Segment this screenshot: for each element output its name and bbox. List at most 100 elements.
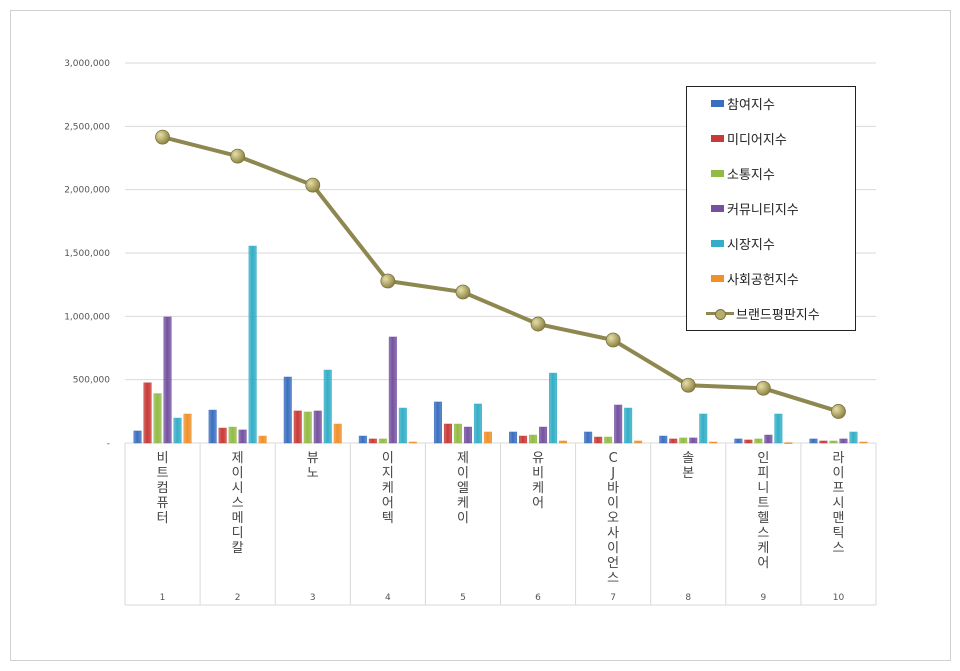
legend-item: 사회공헌지수 (711, 268, 799, 288)
category-char: 제 (232, 451, 244, 466)
legend-swatch (706, 308, 734, 320)
rank-label: 5 (460, 593, 466, 603)
legend-swatch (711, 204, 724, 212)
bar-시장지수 (624, 407, 633, 444)
category-char: 솔 (682, 451, 694, 466)
bar-미디어지수 (669, 438, 678, 444)
bar-사회공헌지수 (634, 440, 643, 444)
bar-시장지수 (473, 403, 482, 444)
y-tick-label: 2,500,000 (64, 122, 110, 132)
bar-사회공헌지수 (859, 441, 868, 444)
bar-커뮤니티지수 (163, 316, 172, 444)
line-point (755, 380, 771, 396)
bar-참여지수 (208, 409, 217, 444)
bar-커뮤니티지수 (313, 410, 322, 444)
rank-label: 8 (685, 593, 691, 603)
legend-label: 참여지수 (727, 97, 775, 113)
bar-소통지수 (754, 438, 763, 444)
bar-소통지수 (829, 440, 838, 444)
category-char: 이 (232, 466, 244, 481)
legend-swatch (711, 134, 724, 142)
category-char: 라 (832, 451, 844, 466)
category-char: 본 (682, 466, 694, 481)
category-char: 터 (157, 511, 169, 526)
legend-item: 소통지수 (711, 163, 775, 183)
bar-소통지수 (679, 437, 688, 444)
category-char: 비 (532, 466, 544, 481)
legend-label: 브랜드평판지수 (736, 307, 820, 323)
category-char: 스 (232, 496, 244, 511)
line-point (380, 273, 396, 289)
category-char: 스 (832, 541, 844, 556)
rank-label: 6 (535, 593, 541, 603)
line-브랜드평판지수 (162, 135, 840, 414)
bar-미디어지수 (819, 440, 828, 444)
line-point (605, 332, 621, 348)
category-char: C (609, 451, 618, 466)
legend: 참여지수 미디어지수 소통지수 커뮤니티지수 시장지수 사회공헌지수 브랜드평판지수 (686, 86, 856, 331)
bar-시장지수 (549, 372, 558, 444)
category-char: 이 (457, 511, 469, 526)
category-char: 트 (757, 496, 769, 511)
category-char: 엘 (457, 481, 469, 496)
category-char: 유 (532, 451, 544, 466)
category-char: 트 (157, 466, 169, 481)
category-char: 케 (757, 541, 769, 556)
bar-시장지수 (248, 245, 257, 444)
bar-사회공헌지수 (408, 441, 417, 444)
legend-swatch (711, 169, 724, 177)
category-char: 사 (607, 526, 619, 541)
category-char: 어 (382, 496, 394, 511)
legend-swatch (711, 239, 724, 247)
category-char: 칼 (232, 541, 244, 556)
bar-참여지수 (584, 431, 593, 444)
category-char: 바 (607, 481, 619, 496)
rank-label: 9 (760, 593, 766, 603)
category-char: 스 (607, 571, 619, 586)
legend-label: 시장지수 (727, 237, 775, 253)
bar-시장지수 (398, 407, 407, 444)
legend-item: 시장지수 (711, 233, 775, 253)
bar-사회공헌지수 (258, 435, 267, 444)
bar-시장지수 (774, 413, 783, 444)
bar-시장지수 (323, 369, 332, 444)
rank-label: 1 (160, 593, 166, 603)
bar-사회공헌지수 (784, 442, 793, 444)
bar-소통지수 (453, 423, 462, 444)
category-char: 이 (832, 466, 844, 481)
rank-label: 7 (610, 593, 616, 603)
line-point (455, 284, 471, 300)
y-tick-label: 1,000,000 (64, 312, 110, 322)
category-char: 케 (457, 496, 469, 511)
category-char: 케 (532, 481, 544, 496)
bar-미디어지수 (443, 423, 452, 444)
category-char: 언 (607, 556, 619, 571)
category-char: 피 (757, 466, 769, 481)
bar-미디어지수 (368, 438, 377, 444)
legend-item: 브랜드평판지수 (706, 303, 820, 323)
category-char: 노 (307, 466, 319, 481)
bar-참여지수 (509, 431, 518, 444)
bar-커뮤니티지수 (539, 426, 548, 444)
category-char: 프 (832, 481, 844, 496)
bar-사회공헌지수 (709, 441, 718, 444)
legend-swatch (711, 274, 724, 282)
bar-사회공헌지수 (559, 440, 568, 444)
bar-미디어지수 (519, 435, 528, 444)
line-point (530, 316, 546, 332)
category-char: 오 (607, 511, 619, 526)
category-char: 메 (232, 511, 244, 526)
bar-참여지수 (659, 435, 668, 444)
category-char: 이 (607, 541, 619, 556)
category-char: 비 (157, 451, 169, 466)
line-point (155, 129, 170, 145)
category-char: 어 (757, 556, 769, 571)
bar-시장지수 (699, 413, 708, 444)
